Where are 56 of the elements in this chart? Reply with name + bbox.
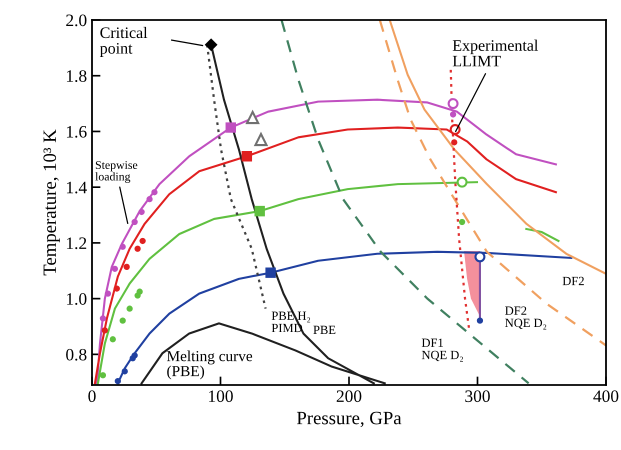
annotation: Stepwise loading [95,161,138,183]
point [151,189,158,196]
point [204,38,218,52]
annotation: Experimental LLIMT [452,40,538,66]
x-tick-label: 0 [88,390,96,402]
y-tick-label: 1.2 [66,237,86,250]
y-tick-label: 1.4 [66,182,87,194]
point [134,246,141,252]
point [100,372,106,378]
point [140,238,146,244]
point [138,208,145,216]
y-tick-label: 0.8 [66,348,86,361]
point [120,318,126,324]
annotation: Melting curve (PBE) [166,350,252,380]
y-tick-label: 1.6 [66,126,87,138]
x-axis-title: Pressure, GPa [296,412,402,428]
point [476,318,484,324]
point [254,132,268,146]
point [246,110,260,124]
y-tick-label: 2.0 [66,14,86,26]
x-tick-label: 200 [336,390,362,402]
point [126,306,133,312]
annotation: DF2 [562,276,584,286]
line-series [450,68,470,330]
point [132,352,138,359]
line-series [378,20,606,347]
point [100,315,106,322]
annotation: Critical point [100,26,148,57]
y-tick-label: 1.8 [66,70,86,82]
point [456,176,468,188]
point [474,251,486,262]
annotation: DF2 NQE D₂ [505,306,546,330]
y-tick-label: 1.0 [66,293,86,305]
x-tick-label: 300 [465,390,490,402]
x-tick-label: 100 [209,390,233,402]
point [122,368,128,374]
point [451,139,458,146]
point [110,336,116,342]
annotation: DF1 NQE D₂ [422,338,463,362]
point [120,244,126,250]
point [448,98,459,110]
point [450,111,456,118]
point [136,288,143,295]
point [114,285,120,292]
x-tick-label: 400 [593,390,618,402]
point [102,327,108,334]
point [112,266,118,272]
point [132,218,138,226]
point [146,196,153,202]
annotation: PBE [313,326,336,334]
y-axis-title: Temperature, 10³ K [43,129,60,276]
point [458,218,466,226]
point [104,290,112,297]
line-series [388,20,606,275]
point [114,378,121,384]
point [124,264,130,270]
